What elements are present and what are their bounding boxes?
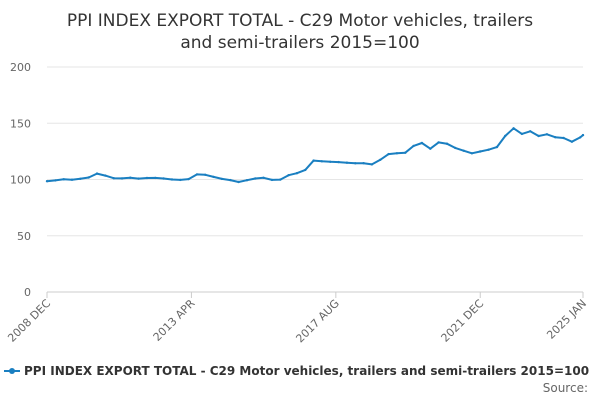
chart-title: PPI INDEX EXPORT TOTAL - C29 Motor vehic… — [67, 11, 533, 53]
gridlines — [47, 66, 583, 237]
data-point[interactable] — [337, 160, 340, 164]
data-point[interactable] — [270, 178, 274, 182]
data-point[interactable] — [412, 144, 415, 148]
data-point[interactable] — [329, 160, 332, 163]
data-point[interactable] — [304, 168, 307, 172]
x-tick-label: 2025 JAN — [544, 297, 589, 342]
data-point[interactable] — [229, 178, 232, 182]
data-point[interactable] — [487, 148, 490, 151]
data-point[interactable] — [170, 178, 174, 181]
data-point[interactable] — [479, 150, 482, 153]
data-point[interactable] — [429, 147, 432, 150]
data-point[interactable] — [212, 175, 215, 179]
chart-title-line-2: and semi-trailers 2015=100 — [180, 33, 419, 53]
data-point[interactable] — [112, 177, 115, 180]
data-point[interactable] — [70, 178, 74, 181]
data-point[interactable] — [504, 134, 507, 138]
data-point[interactable] — [62, 178, 65, 181]
x-tick-label: 2021 DEC — [439, 297, 487, 345]
data-point[interactable] — [579, 136, 582, 139]
data-point[interactable] — [204, 173, 207, 176]
data-point[interactable] — [362, 162, 365, 165]
y-tick-label: 50 — [17, 230, 31, 243]
data-point[interactable] — [162, 177, 165, 180]
data-point[interactable] — [537, 134, 540, 138]
data-point[interactable] — [87, 176, 90, 179]
y-axis-ticks: 0 50 100 150 200 — [10, 61, 31, 299]
x-axis-ticks: 2008 DEC 2013 APR 2017 AUG 2021 DEC 2025 JAN — [5, 292, 589, 345]
data-point[interactable] — [262, 176, 265, 179]
data-point[interactable] — [45, 180, 49, 183]
data-point[interactable] — [54, 179, 57, 182]
data-point[interactable] — [95, 172, 99, 175]
data-point[interactable] — [404, 151, 407, 154]
data-point[interactable] — [254, 177, 257, 180]
data-point[interactable] — [295, 172, 299, 175]
legend[interactable]: PPI INDEX EXPORT TOTAL - C29 Motor vehic… — [4, 364, 589, 378]
data-point[interactable] — [104, 174, 107, 177]
source-label: Source: — [543, 381, 588, 395]
data-point[interactable] — [370, 163, 374, 166]
data-point[interactable] — [320, 160, 324, 163]
data-point[interactable] — [120, 177, 124, 180]
x-tick-label: 2008 DEC — [5, 297, 53, 345]
chart-title-line-1: PPI INDEX EXPORT TOTAL - C29 Motor vehic… — [67, 11, 533, 31]
y-tick-label: 0 — [24, 286, 31, 299]
data-point[interactable] — [245, 179, 249, 182]
data-point[interactable] — [145, 176, 149, 180]
data-point[interactable] — [137, 177, 140, 180]
data-point[interactable] — [554, 136, 557, 139]
data-point[interactable] — [445, 142, 449, 145]
data-point[interactable] — [379, 158, 382, 161]
data-point[interactable] — [570, 140, 574, 143]
y-tick-label: 200 — [10, 61, 31, 74]
data-point[interactable] — [345, 161, 349, 164]
data-point[interactable] — [154, 176, 157, 180]
data-point[interactable] — [529, 130, 532, 133]
data-point[interactable] — [512, 127, 515, 130]
legend-series-label[interactable]: PPI INDEX EXPORT TOTAL - C29 Motor vehic… — [24, 364, 589, 378]
data-point[interactable] — [279, 178, 282, 181]
y-tick-label: 100 — [10, 174, 31, 187]
data-point[interactable] — [354, 162, 357, 165]
data-point[interactable] — [454, 146, 457, 150]
data-point[interactable] — [420, 141, 424, 145]
data-point[interactable] — [312, 159, 315, 162]
data-point[interactable] — [562, 136, 565, 140]
data-point[interactable] — [195, 173, 199, 176]
data-point[interactable] — [187, 177, 190, 181]
data-point[interactable] — [287, 174, 290, 177]
data-point[interactable] — [520, 132, 524, 136]
data-point[interactable] — [179, 178, 182, 182]
data-point[interactable] — [462, 149, 465, 152]
data-point[interactable] — [237, 180, 240, 184]
data-point[interactable] — [387, 152, 390, 156]
y-tick-label: 150 — [10, 117, 31, 130]
data-point[interactable] — [470, 152, 474, 155]
legend-marker-icon — [9, 368, 15, 374]
x-tick-label: 2013 APR — [151, 297, 198, 344]
series-layer — [45, 127, 585, 184]
series-line[interactable] — [46, 127, 584, 183]
data-point[interactable] — [437, 141, 440, 144]
data-point[interactable] — [495, 145, 499, 149]
data-point[interactable] — [395, 152, 399, 155]
data-point[interactable] — [220, 177, 224, 181]
data-point[interactable] — [79, 177, 82, 180]
data-point[interactable] — [129, 176, 132, 179]
x-tick-label: 2017 AUG — [293, 297, 342, 346]
data-point[interactable] — [545, 133, 549, 136]
data-point[interactable] — [581, 133, 585, 137]
